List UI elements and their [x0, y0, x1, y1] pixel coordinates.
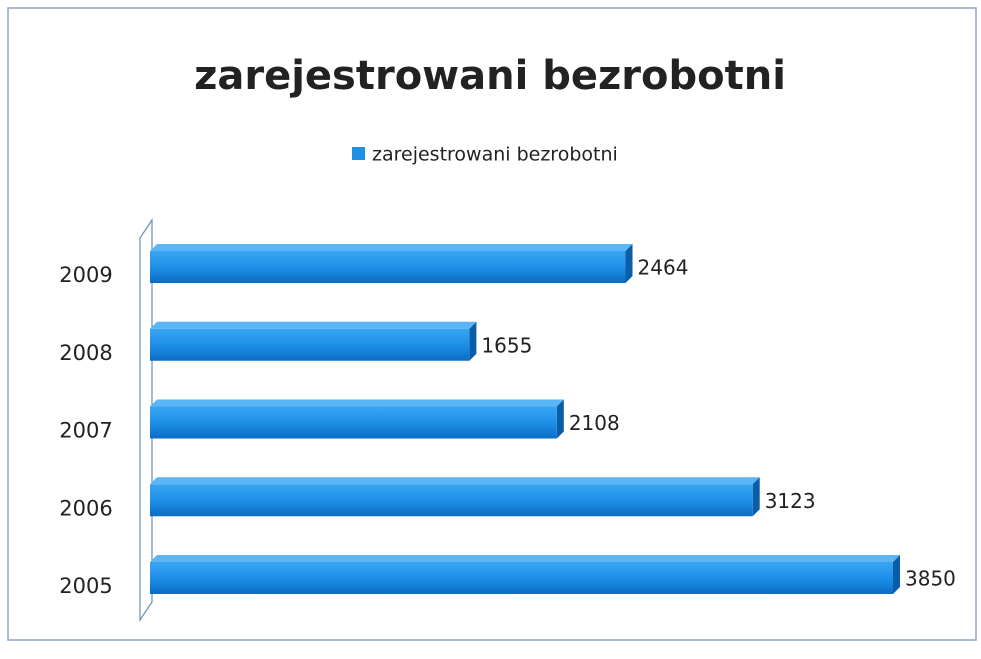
- bar-side: [752, 477, 760, 517]
- bar: [150, 251, 626, 283]
- y-tick-label: 2007: [59, 419, 112, 443]
- bar-top: [150, 555, 900, 562]
- chart-frame: [7, 7, 977, 641]
- bar-top: [150, 321, 477, 329]
- chart-title: zarejestrowani bezrobotni: [194, 53, 786, 99]
- bar-side: [556, 399, 564, 439]
- data-label: 3123: [765, 489, 816, 513]
- y-tick-label: 2006: [59, 496, 112, 520]
- bar-side: [469, 321, 477, 361]
- bar: [150, 484, 753, 517]
- y-tick-label: 2009: [59, 263, 112, 287]
- bar-top: [150, 244, 633, 251]
- bar: [150, 562, 893, 594]
- legend-label: zarejestrowani bezrobotni: [372, 144, 618, 166]
- legend-swatch: [352, 147, 365, 160]
- bar: [150, 328, 470, 361]
- y-tick-label: 2008: [59, 341, 112, 365]
- bar-top: [150, 477, 760, 485]
- data-label: 3850: [905, 567, 956, 591]
- data-label: 1655: [481, 333, 532, 357]
- bar-top: [150, 399, 564, 407]
- bar: [150, 406, 557, 439]
- data-label: 2464: [638, 256, 689, 280]
- bar-side: [625, 244, 633, 283]
- y-tick-label: 2005: [59, 574, 112, 598]
- data-label: 2108: [569, 411, 620, 435]
- bar-side: [893, 555, 900, 594]
- axis-wall: [139, 218, 153, 622]
